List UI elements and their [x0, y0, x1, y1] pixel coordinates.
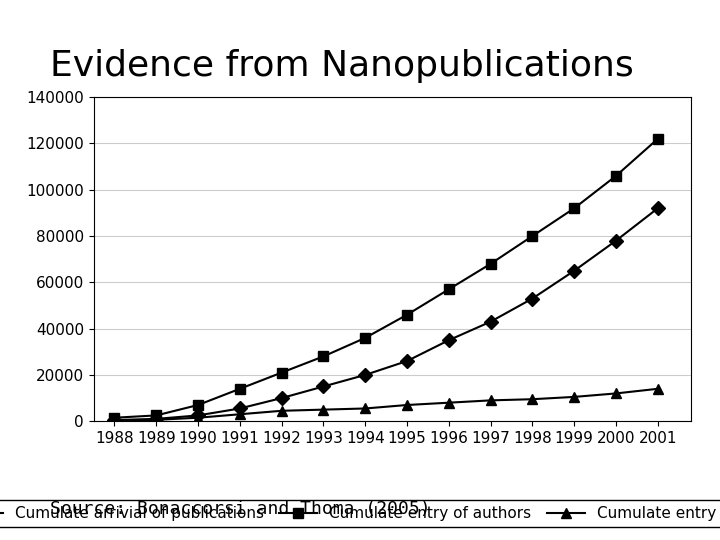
Cumulate entry of affiliations	[528, 396, 536, 402]
Cumulate entry of authors	[277, 369, 286, 376]
Cumulate arrivial of publications	[486, 319, 495, 325]
Line: Cumulate arrivial of publications: Cumulate arrivial of publications	[109, 204, 662, 425]
Cumulate entry of authors	[528, 233, 536, 239]
Cumulate entry of authors	[654, 136, 662, 142]
Cumulate entry of authors	[152, 412, 161, 418]
Cumulate entry of affiliations	[612, 390, 621, 397]
Cumulate arrivial of publications	[110, 417, 119, 423]
Cumulate entry of affiliations	[402, 402, 411, 408]
Cumulate arrivial of publications	[528, 295, 536, 302]
Cumulate entry of authors	[361, 335, 369, 341]
Cumulate entry of affiliations	[277, 408, 286, 414]
Cumulate arrivial of publications	[361, 372, 369, 378]
Cumulate arrivial of publications	[402, 358, 411, 365]
Cumulate arrivial of publications	[194, 412, 202, 418]
Cumulate entry of affiliations	[235, 411, 244, 417]
Text: Evidence from Nanopublications: Evidence from Nanopublications	[50, 49, 634, 83]
Cumulate entry of affiliations	[444, 400, 453, 406]
Cumulate entry of affiliations	[110, 417, 119, 424]
Cumulate arrivial of publications	[444, 337, 453, 343]
Line: Cumulate entry of affiliations: Cumulate entry of affiliations	[109, 384, 662, 426]
Line: Cumulate entry of authors: Cumulate entry of authors	[109, 134, 662, 423]
Cumulate entry of affiliations	[152, 416, 161, 423]
Cumulate entry of affiliations	[570, 394, 578, 400]
Cumulate entry of authors	[486, 261, 495, 267]
Cumulate entry of authors	[570, 205, 578, 212]
Cumulate entry of authors	[444, 286, 453, 293]
Cumulate entry of authors	[319, 353, 328, 360]
Cumulate entry of authors	[402, 312, 411, 318]
Cumulate arrivial of publications	[152, 416, 161, 422]
Cumulate entry of affiliations	[486, 397, 495, 403]
Cumulate arrivial of publications	[277, 395, 286, 401]
Text: Source: Bonaccorsi and Thoma (2005): Source: Bonaccorsi and Thoma (2005)	[50, 501, 431, 518]
Cumulate entry of authors	[110, 415, 119, 421]
Cumulate entry of affiliations	[361, 405, 369, 411]
Cumulate entry of authors	[194, 402, 202, 408]
Cumulate entry of authors	[235, 386, 244, 392]
Legend: Cumulate arrivial of publications, Cumulate entry of authors, Cumulate entry of : Cumulate arrivial of publications, Cumul…	[0, 500, 720, 528]
Cumulate arrivial of publications	[319, 383, 328, 390]
Cumulate entry of authors	[612, 173, 621, 179]
Cumulate entry of affiliations	[654, 386, 662, 392]
Cumulate arrivial of publications	[235, 405, 244, 411]
Cumulate entry of affiliations	[319, 407, 328, 413]
Cumulate entry of affiliations	[194, 415, 202, 421]
Cumulate arrivial of publications	[654, 205, 662, 212]
Cumulate arrivial of publications	[570, 267, 578, 274]
Cumulate arrivial of publications	[612, 238, 621, 244]
